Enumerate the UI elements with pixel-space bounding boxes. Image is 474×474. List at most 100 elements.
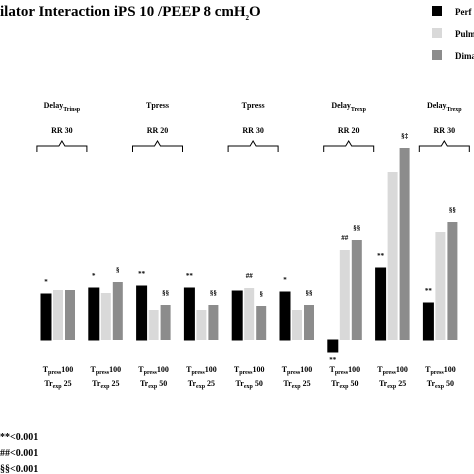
bar	[327, 339, 339, 353]
group-label: Tpress	[146, 101, 169, 110]
significance: §‡	[401, 132, 409, 140]
x-label-part: 100	[205, 365, 217, 374]
footnote: ##<0.001	[0, 448, 38, 459]
bar	[196, 310, 207, 340]
x-label-part: 25	[62, 379, 72, 388]
x-tick-label: Tpress100	[425, 365, 456, 376]
brace	[132, 140, 183, 152]
x-tick-label: Trexp 50	[140, 379, 167, 390]
title-main: ilator Interaction iPS 10 /PEEP 8 cmH	[0, 4, 246, 20]
x-label-part: 25	[205, 379, 215, 388]
x-tick-label: Tpress100	[234, 365, 265, 376]
x-tick-label: Trexp 25	[379, 379, 406, 390]
x-tick-label: Trexp 50	[331, 379, 358, 390]
x-tick-label: Tpress100	[330, 365, 361, 376]
group-rr: RR 30	[51, 126, 73, 135]
x-label-part: T	[186, 365, 192, 374]
x-label-part: 50	[348, 379, 358, 388]
x-label-sub: press	[48, 370, 62, 376]
bar	[375, 267, 387, 341]
significance: ##	[341, 234, 349, 242]
x-tick-label: Tpress100	[282, 365, 313, 376]
x-label-part: T	[43, 365, 49, 374]
bar	[447, 222, 458, 340]
significance: §§	[449, 206, 457, 214]
x-label-part: Tr	[427, 379, 436, 388]
significance: ##	[246, 272, 254, 280]
significance: §§	[306, 289, 314, 297]
x-tick-label: Tpress100	[186, 365, 217, 376]
bar	[183, 287, 195, 341]
x-label-part: 50	[444, 379, 454, 388]
brace	[323, 140, 375, 152]
bar	[292, 310, 302, 340]
x-label-part: 100	[348, 365, 360, 374]
x-tick-label: Trexp 25	[188, 379, 215, 390]
bar	[100, 293, 111, 340]
group-header: DelayTrinsp	[44, 101, 81, 113]
significance: §	[116, 266, 120, 274]
group-sub: Trexp	[447, 107, 463, 113]
x-tick-label: Tpress100	[91, 365, 122, 376]
chart-title: ilator Interaction iPS 10 /PEEP 8 cmH2O	[0, 4, 261, 22]
bar	[231, 290, 243, 341]
x-label-sub: exp	[53, 384, 63, 390]
bar	[304, 305, 314, 340]
group-label: Delay	[331, 101, 351, 110]
brace	[36, 140, 88, 152]
x-label-sub: exp	[148, 384, 158, 390]
significance: **	[377, 252, 385, 260]
x-label-part: Tr	[188, 379, 197, 388]
x-label-part: 25	[301, 379, 311, 388]
x-label-sub: press	[144, 370, 158, 376]
group-sub: Trexp	[351, 107, 367, 113]
significance: §	[259, 290, 263, 298]
x-tick-label: Trexp 50	[236, 379, 263, 390]
x-label-sub: exp	[387, 384, 397, 390]
x-label-part: Tr	[331, 379, 340, 388]
significance: §§	[210, 289, 218, 297]
significance: *	[44, 278, 48, 286]
bar	[112, 282, 123, 340]
x-tick-label: Tpress100	[43, 365, 74, 376]
x-label-part: Tr	[236, 379, 245, 388]
group-header: Tpress	[242, 101, 265, 110]
significance: **	[186, 272, 194, 280]
legend-label: Perf	[455, 7, 472, 17]
bar	[399, 148, 410, 340]
bar	[88, 287, 100, 341]
footnote: **<0.001	[0, 432, 38, 443]
group-rr: RR 30	[434, 126, 456, 135]
significance: §§	[162, 289, 170, 297]
footnote: §§<0.001	[0, 464, 38, 474]
x-label-part: Tr	[44, 379, 53, 388]
group-rr: RR 20	[338, 126, 360, 135]
group-label: Delay	[427, 101, 447, 110]
group-sub: Trinsp	[63, 107, 81, 113]
group-header: Tpress	[146, 101, 169, 110]
legend-label: Dima	[455, 51, 474, 61]
x-label-part: 100	[109, 365, 121, 374]
group-rr: RR 20	[147, 126, 169, 135]
x-label-part: 100	[396, 365, 408, 374]
group-rr: RR 30	[242, 126, 264, 135]
group-label: Tpress	[242, 101, 265, 110]
x-label-part: T	[330, 365, 336, 374]
legend-label: Pulm	[455, 29, 474, 39]
x-label-sub: exp	[196, 384, 206, 390]
title-sub: 2	[246, 14, 250, 22]
x-label-part: 100	[300, 365, 312, 374]
bar	[160, 305, 171, 340]
x-label-sub: press	[96, 370, 110, 376]
significance: *	[283, 276, 287, 284]
legend-swatch	[432, 50, 442, 60]
x-tick-label: Tpress100	[138, 365, 169, 376]
x-label-part: 100	[444, 365, 456, 374]
x-label-part: 50	[157, 379, 167, 388]
x-label-part: T	[377, 365, 383, 374]
bar	[387, 172, 398, 340]
significance: *	[92, 272, 96, 280]
legend-swatch	[432, 6, 442, 16]
x-label-part: T	[91, 365, 97, 374]
bar	[65, 290, 75, 340]
